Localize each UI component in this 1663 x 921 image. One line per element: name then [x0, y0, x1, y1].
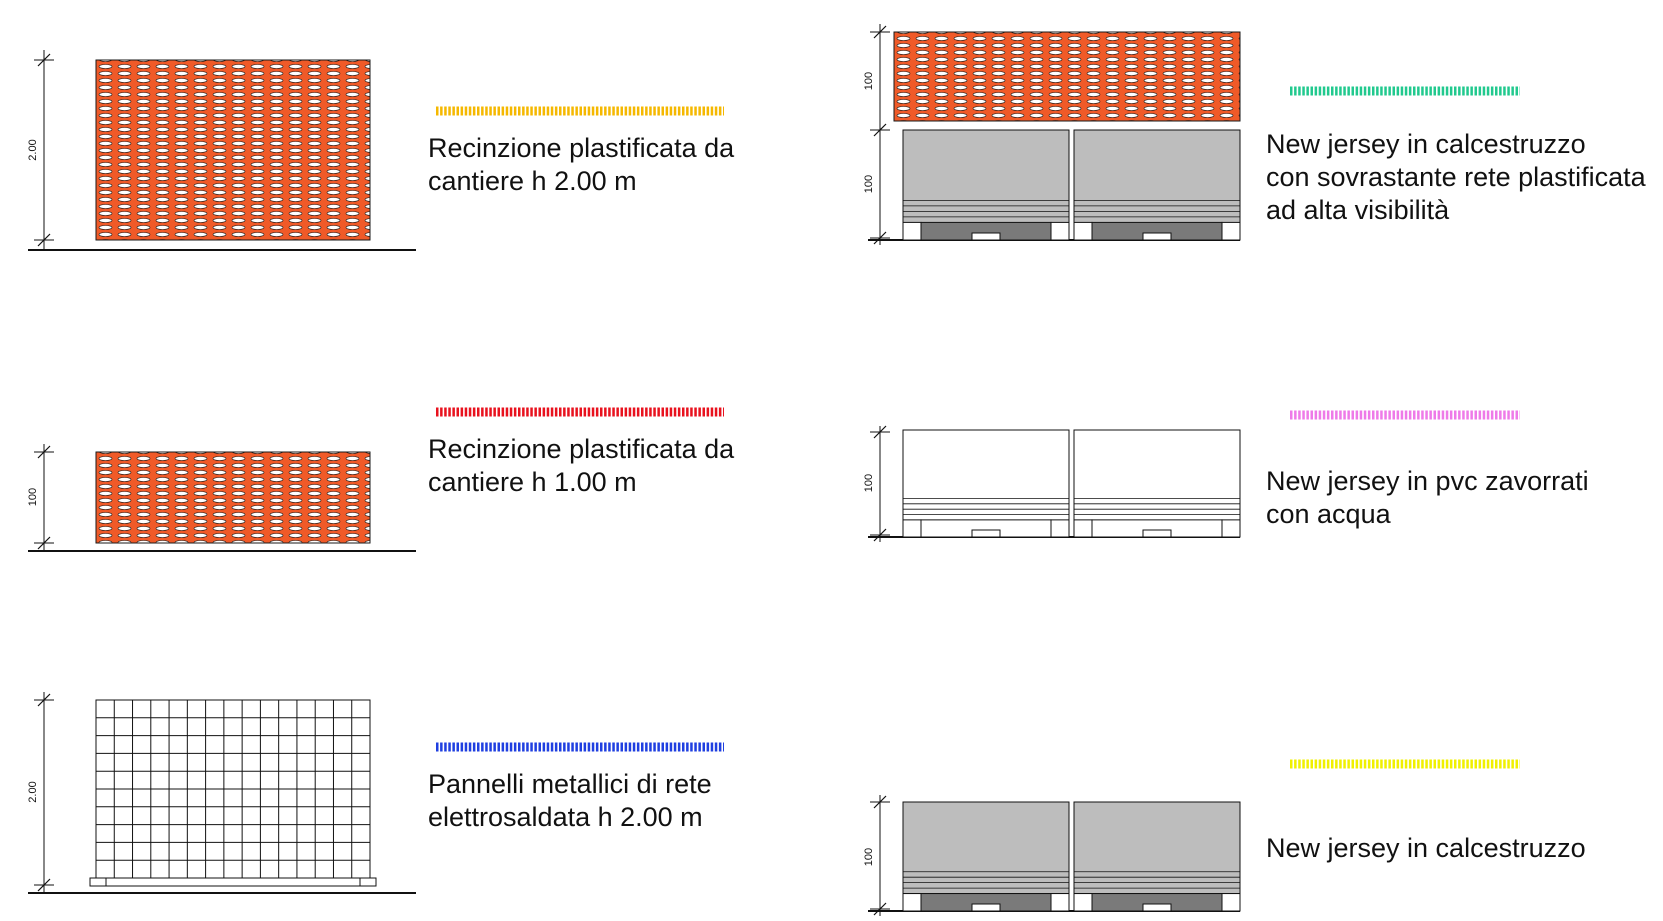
welded-mesh-grid	[95, 699, 371, 879]
mesh-panel-drawing: 2.00	[27, 692, 416, 894]
label-line: Recinzione plastificata da	[428, 133, 735, 163]
label-jersey-net: New jersey in calcestruzzo con sovrastan…	[1266, 128, 1646, 227]
concrete-barrier-left	[902, 801, 1070, 912]
jersey-concrete-drawing: 100	[863, 795, 1241, 916]
label-fence-2m: Recinzione plastificata da cantiere h 2.…	[428, 132, 734, 198]
label-line: con sovrastante rete plastificata	[1266, 162, 1646, 192]
pvc-barrier-right	[1073, 429, 1241, 538]
mesh-foot-left	[89, 877, 107, 887]
label-line: ad alta visibilità	[1266, 195, 1450, 225]
label-line: cantiere h 2.00 m	[428, 166, 637, 196]
label-line: con acqua	[1266, 499, 1391, 529]
orange-net-panel	[95, 59, 371, 241]
label-line: elettrosaldata h 2.00 m	[428, 802, 703, 832]
label-line: Pannelli metallici di rete	[428, 769, 712, 799]
label-mesh: Pannelli metallici di rete elettrosaldat…	[428, 768, 712, 834]
jersey-pvc-drawing: 100	[863, 425, 1241, 542]
label-line: Recinzione plastificata da	[428, 434, 735, 464]
dimension-label-pvc: 100	[863, 474, 875, 492]
concrete-barrier-right	[1073, 801, 1241, 912]
label-jersey-concrete: New jersey in calcestruzzo	[1266, 832, 1586, 865]
orange-net-panel	[95, 451, 371, 544]
dimension-label-2m: 2.00	[27, 139, 39, 160]
dimension-label-net: 100	[863, 72, 875, 90]
label-line: New jersey in calcestruzzo	[1266, 833, 1586, 863]
pvc-barrier-left	[902, 429, 1070, 538]
label-line: cantiere h 1.00 m	[428, 467, 637, 497]
label-fence-1m: Recinzione plastificata da cantiere h 1.…	[428, 433, 734, 499]
concrete-barrier-left	[902, 129, 1070, 241]
label-line: New jersey in pvc zavorrati	[1266, 466, 1589, 496]
dimension-label-1m: 100	[27, 488, 39, 506]
mesh-foot-right	[359, 877, 377, 887]
jersey-with-net-drawing: 100 100	[863, 24, 1241, 245]
fence-2m-drawing: 2.00	[27, 50, 416, 251]
label-line: New jersey in calcestruzzo	[1266, 129, 1586, 159]
dimension-label-mesh: 2.00	[27, 781, 39, 802]
fence-1m-drawing: 100	[27, 444, 416, 552]
orange-net-on-barrier	[893, 31, 1241, 122]
dimension-label-concrete: 100	[863, 848, 875, 866]
label-jersey-pvc: New jersey in pvc zavorrati con acqua	[1266, 465, 1589, 531]
dimension-label-barrier: 100	[863, 175, 875, 193]
concrete-barrier-right	[1073, 129, 1241, 241]
